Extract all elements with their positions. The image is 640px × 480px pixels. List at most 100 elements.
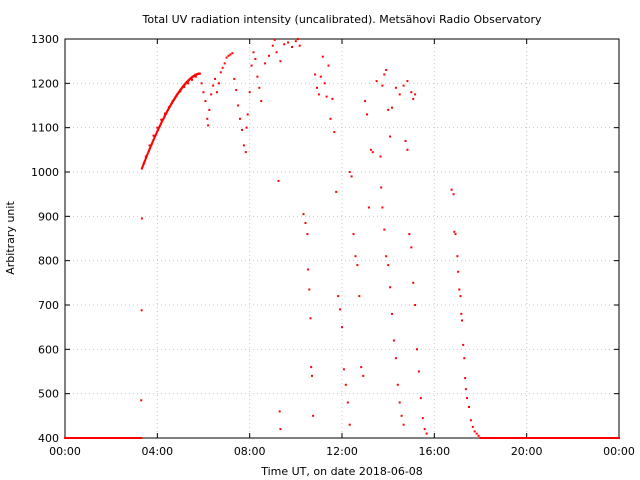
chart-title: Total UV radiation intensity (uncalibrat… bbox=[142, 13, 542, 26]
data-point bbox=[162, 117, 165, 120]
data-point bbox=[396, 383, 399, 386]
data-point bbox=[246, 113, 249, 116]
data-point bbox=[380, 186, 383, 189]
data-point bbox=[144, 158, 147, 161]
data-point bbox=[212, 84, 215, 87]
y-tick-label: 1100 bbox=[31, 122, 59, 135]
data-point bbox=[254, 58, 257, 60]
data-point bbox=[158, 126, 161, 129]
data-point bbox=[160, 121, 163, 124]
data-point bbox=[150, 143, 153, 145]
data-point bbox=[140, 309, 143, 312]
data-point bbox=[362, 374, 365, 377]
data-point bbox=[348, 171, 351, 173]
data-point bbox=[145, 155, 148, 158]
grid-lines bbox=[65, 39, 619, 438]
data-point bbox=[460, 312, 463, 315]
data-point bbox=[352, 233, 355, 236]
data-point bbox=[277, 179, 280, 182]
data-point bbox=[242, 144, 245, 147]
y-tick-label: 800 bbox=[38, 255, 59, 268]
data-point bbox=[165, 111, 168, 114]
data-point bbox=[402, 84, 405, 87]
data-point bbox=[200, 82, 203, 85]
data-point bbox=[461, 319, 463, 322]
data-point bbox=[256, 75, 259, 78]
data-point bbox=[156, 126, 159, 129]
x-tick-label: 16:00 bbox=[418, 445, 450, 458]
data-point bbox=[225, 56, 228, 59]
data-point bbox=[360, 366, 363, 369]
data-point bbox=[279, 428, 282, 431]
data-point bbox=[454, 233, 457, 236]
data-point bbox=[406, 148, 409, 151]
data-point bbox=[416, 348, 418, 351]
data-point bbox=[414, 93, 417, 96]
data-point bbox=[143, 161, 146, 164]
data-point bbox=[227, 54, 230, 57]
data-point bbox=[307, 268, 310, 271]
data-point bbox=[216, 91, 218, 94]
data-point bbox=[408, 233, 411, 236]
data-point bbox=[241, 128, 243, 131]
x-axis-ticks: 00:00 04:00 08:00 12:00 16:00 20:00 00:00 bbox=[49, 39, 635, 458]
data-point bbox=[459, 295, 462, 298]
data-point bbox=[231, 52, 234, 55]
data-point bbox=[463, 357, 466, 360]
data-point bbox=[302, 213, 305, 216]
data-point bbox=[250, 64, 253, 67]
data-point bbox=[412, 281, 415, 284]
data-point bbox=[391, 106, 393, 109]
data-point bbox=[464, 377, 467, 380]
data-point bbox=[202, 91, 205, 94]
data-point bbox=[379, 155, 382, 158]
data-point bbox=[316, 86, 318, 89]
data-point bbox=[327, 64, 330, 67]
data-point bbox=[229, 53, 232, 56]
data-point bbox=[457, 270, 460, 273]
data-point bbox=[283, 43, 286, 46]
data-point bbox=[346, 401, 349, 404]
data-point bbox=[153, 136, 156, 139]
data-point bbox=[221, 66, 224, 69]
data-point bbox=[306, 233, 309, 236]
data-point bbox=[304, 222, 307, 224]
data-point bbox=[278, 410, 281, 413]
data-point bbox=[210, 93, 213, 96]
data-point bbox=[394, 357, 397, 360]
data-point bbox=[154, 135, 157, 137]
data-point bbox=[321, 55, 324, 58]
data-point bbox=[147, 151, 150, 154]
data-point bbox=[244, 151, 247, 154]
data-point bbox=[468, 406, 470, 408]
data-point bbox=[367, 206, 370, 209]
data-point bbox=[191, 78, 193, 81]
data-point bbox=[147, 149, 150, 152]
data-point bbox=[140, 399, 143, 402]
data-point bbox=[392, 339, 395, 342]
data-point bbox=[335, 190, 338, 193]
data-point bbox=[161, 120, 164, 123]
data-point bbox=[162, 116, 165, 119]
y-tick-label: 700 bbox=[38, 299, 59, 312]
data-point bbox=[204, 100, 207, 103]
data-point bbox=[267, 54, 270, 57]
data-point bbox=[354, 255, 357, 258]
y-tick-label: 1200 bbox=[31, 77, 59, 90]
x-tick-label: 20:00 bbox=[511, 445, 543, 458]
data-point bbox=[142, 164, 145, 167]
data-point bbox=[421, 417, 424, 420]
data-point bbox=[423, 428, 426, 431]
data-point bbox=[453, 230, 456, 233]
data-point bbox=[143, 160, 146, 162]
x-tick-label: 04:00 bbox=[141, 445, 173, 458]
data-point bbox=[166, 110, 169, 113]
data-point bbox=[149, 147, 151, 150]
data-point bbox=[158, 125, 161, 127]
data-point bbox=[325, 95, 328, 98]
data-point bbox=[383, 73, 386, 76]
data-point bbox=[381, 84, 384, 87]
data-point bbox=[412, 97, 415, 100]
data-point bbox=[312, 414, 315, 417]
